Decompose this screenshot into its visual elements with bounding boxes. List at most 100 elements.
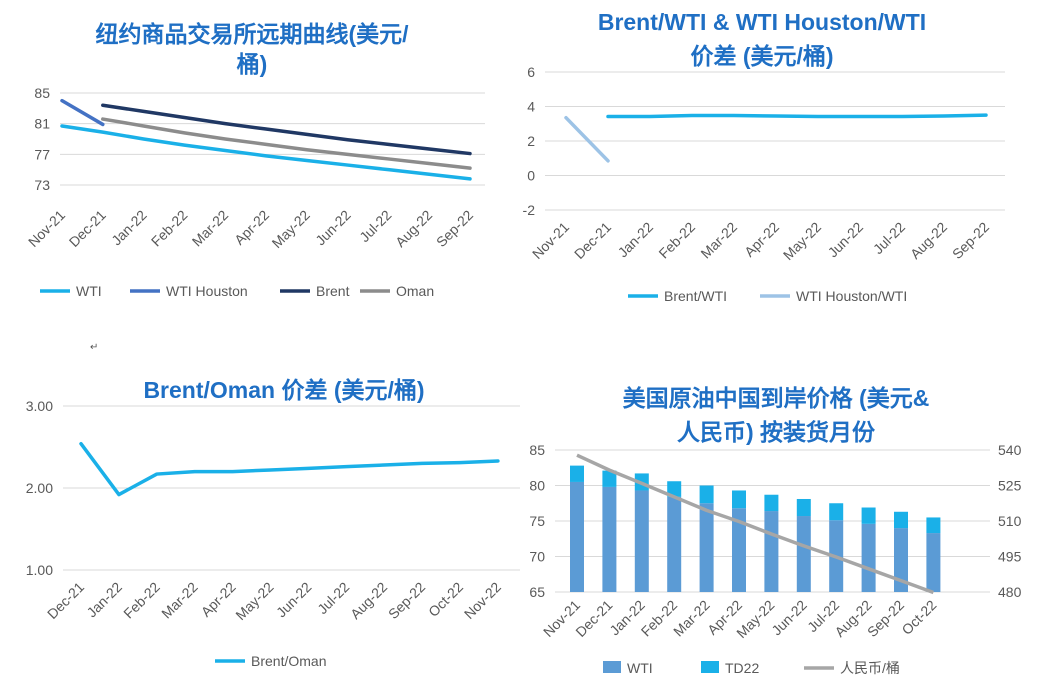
- series-line-3: [101, 117, 472, 170]
- bar-td22: [861, 507, 876, 524]
- y-tick-label: 1.00: [26, 562, 53, 578]
- chart-us-crude-china-cif: 美国原油中国到岸价格 (美元& 人民币) 按装货月份 65 70 75 80 85 48…: [529, 385, 1021, 676]
- y-tick-label: 77: [34, 146, 50, 162]
- x-axis: Dec-21Jan-22Feb-22Mar-22Apr-22May-22Jun-…: [44, 579, 504, 623]
- x-tick-label: Aug-22: [347, 579, 390, 622]
- x-tick-label: Apr-22: [741, 219, 782, 260]
- bar-td22: [602, 470, 617, 487]
- x-tick-label: Dec-21: [571, 219, 614, 262]
- y2-tick-label: 525: [998, 478, 1022, 494]
- y-axis: 65 70 75 80 85: [529, 442, 545, 600]
- x-tick-label: May-22: [780, 219, 824, 263]
- y-tick-label: 2: [527, 133, 535, 149]
- x-axis: Nov-21Dec-21Jan-22Feb-22Mar-22Apr-22May-…: [540, 597, 940, 641]
- y-tick-label: 65: [529, 584, 545, 600]
- legend-label: Brent/Oman: [251, 653, 326, 669]
- y2-tick-label: 480: [998, 584, 1022, 600]
- series-line-rmb: [576, 453, 935, 595]
- series-line-1: [564, 115, 610, 163]
- series-line-0: [79, 441, 500, 497]
- y-axis: 1.00 2.00 3.00: [26, 398, 53, 578]
- legend-label: TD22: [725, 660, 759, 676]
- y-tick-label: 0: [527, 168, 535, 184]
- x-tick-label: Aug-22: [907, 219, 950, 262]
- x-tick-label: Jun-22: [312, 207, 354, 249]
- bar-td22: [764, 494, 779, 512]
- x-tick-label: Mar-22: [697, 219, 740, 262]
- bar-td22: [926, 517, 941, 534]
- series-line-0: [60, 124, 472, 181]
- x-tick-label: Dec-21: [66, 207, 109, 250]
- y-axis: -2 0 2 4 6: [523, 64, 536, 218]
- bar-td22: [796, 498, 811, 517]
- x-tick-label: May-22: [269, 207, 313, 251]
- legend: Brent/WTI WTI Houston/WTI: [628, 288, 907, 304]
- x-tick-label: Jan-22: [83, 579, 125, 621]
- x-tick-label: Feb-22: [120, 579, 163, 622]
- bar-wti: [570, 481, 584, 592]
- plot-area: [564, 113, 988, 163]
- bar-wti: [764, 511, 779, 592]
- legend-label: WTI Houston/WTI: [796, 288, 907, 304]
- x-tick-label: Mar-22: [670, 597, 713, 640]
- x-tick-label: Nov-21: [529, 219, 572, 262]
- x-tick-label: Sep-22: [864, 597, 907, 640]
- bar-td22: [667, 481, 682, 497]
- legend-label: Brent: [316, 283, 350, 299]
- y-tick-label: 85: [529, 442, 545, 458]
- bar-wti: [634, 490, 649, 592]
- bar-td22: [894, 511, 908, 529]
- legend-swatch: [701, 661, 719, 673]
- bar-wti: [667, 496, 682, 592]
- x-tick-label: Jul-22: [870, 219, 908, 257]
- bar-wti: [894, 528, 908, 592]
- x-tick-label: Jun-22: [825, 219, 867, 261]
- x-tick-label: Sep-22: [949, 219, 992, 262]
- bar-td22: [699, 485, 714, 504]
- plot-area: [79, 441, 500, 497]
- gridlines: [545, 71, 1005, 211]
- y-tick-label: 3.00: [26, 398, 53, 414]
- series-line-1: [60, 98, 105, 127]
- x-tick-label: Jul-22: [356, 207, 394, 245]
- bar-td22: [732, 490, 746, 509]
- chart-title-line-1: Brent/Oman 价差 (美元/桶): [143, 377, 424, 403]
- x-tick-label: Dec-21: [572, 597, 615, 640]
- series-line-0: [606, 113, 988, 119]
- legend-label: Oman: [396, 283, 434, 299]
- chart-title-line-1: Brent/WTI & WTI Houston/WTI: [598, 9, 926, 35]
- legend-label: WTI: [627, 660, 653, 676]
- legend-swatch: [603, 661, 621, 673]
- y2-axis: 480 495 510 525 540: [998, 442, 1022, 600]
- x-tick-label: Mar-22: [158, 579, 201, 622]
- chart-title-line-2: 桶): [237, 51, 268, 77]
- y-tick-label: 81: [34, 116, 50, 132]
- x-tick-label: Mar-22: [189, 207, 232, 250]
- bar-wti: [732, 508, 746, 592]
- y-tick-label: 70: [529, 549, 545, 565]
- bar-wti: [861, 523, 876, 592]
- plot-area: [570, 453, 941, 595]
- gridlines: [63, 405, 520, 571]
- y-tick-label: -2: [523, 202, 536, 218]
- legend-label: 人民币/桶: [840, 660, 900, 676]
- x-tick-label: Jun-22: [768, 597, 810, 639]
- x-tick-label: Nov-22: [461, 579, 504, 622]
- legend-label: WTI Houston: [166, 283, 248, 299]
- chart-brent-oman-spread: Brent/Oman 价差 (美元/桶) 1.00 2.00 3.00 Dec-21…: [26, 377, 520, 669]
- legend: WTI WTI Houston Brent Oman: [40, 283, 434, 299]
- x-tick-label: Feb-22: [655, 219, 698, 262]
- x-tick-label: Apr-22: [231, 207, 272, 248]
- bar-td22: [570, 465, 584, 482]
- x-tick-label: Sep-22: [385, 579, 428, 622]
- y-tick-label: 85: [34, 85, 50, 101]
- y-tick-label: 6: [527, 64, 535, 80]
- x-tick-label: Oct-22: [425, 579, 466, 620]
- x-tick-label: Jun-22: [273, 579, 315, 621]
- bar-wti: [699, 503, 714, 592]
- bar-wti: [926, 533, 941, 592]
- y-tick-label: 80: [529, 478, 545, 494]
